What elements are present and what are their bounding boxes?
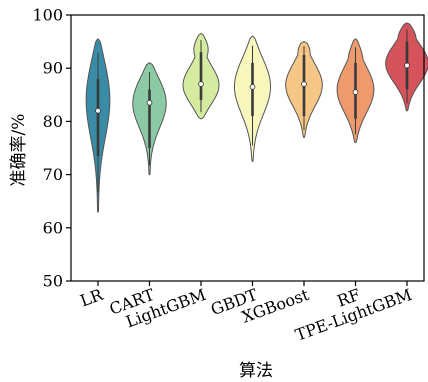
y-tick-label: 70 xyxy=(43,165,63,184)
y-tick-label: 80 xyxy=(43,112,63,131)
violin-median-point xyxy=(95,107,101,114)
y-tick-label: 100 xyxy=(32,6,63,25)
y-tick-label: 60 xyxy=(43,218,63,237)
violin-median-point xyxy=(146,99,153,106)
y-tick-label: 90 xyxy=(43,59,63,78)
x-axis-title: 算法 xyxy=(239,361,273,381)
violin-median-point xyxy=(198,81,204,87)
x-tick-label: LR xyxy=(78,285,107,311)
violin-median-point xyxy=(404,62,410,69)
violin-median-point xyxy=(301,81,307,87)
violin-median-point xyxy=(352,89,359,95)
violins-layer xyxy=(85,22,428,213)
plot-border xyxy=(70,14,425,282)
y-axis: 50 60 70 80 90 100 xyxy=(32,6,71,291)
y-tick-label: 50 xyxy=(43,272,63,291)
plot-frame xyxy=(70,14,425,282)
violin-median-point xyxy=(249,84,256,90)
y-axis-title: 准确率/% xyxy=(9,114,29,187)
